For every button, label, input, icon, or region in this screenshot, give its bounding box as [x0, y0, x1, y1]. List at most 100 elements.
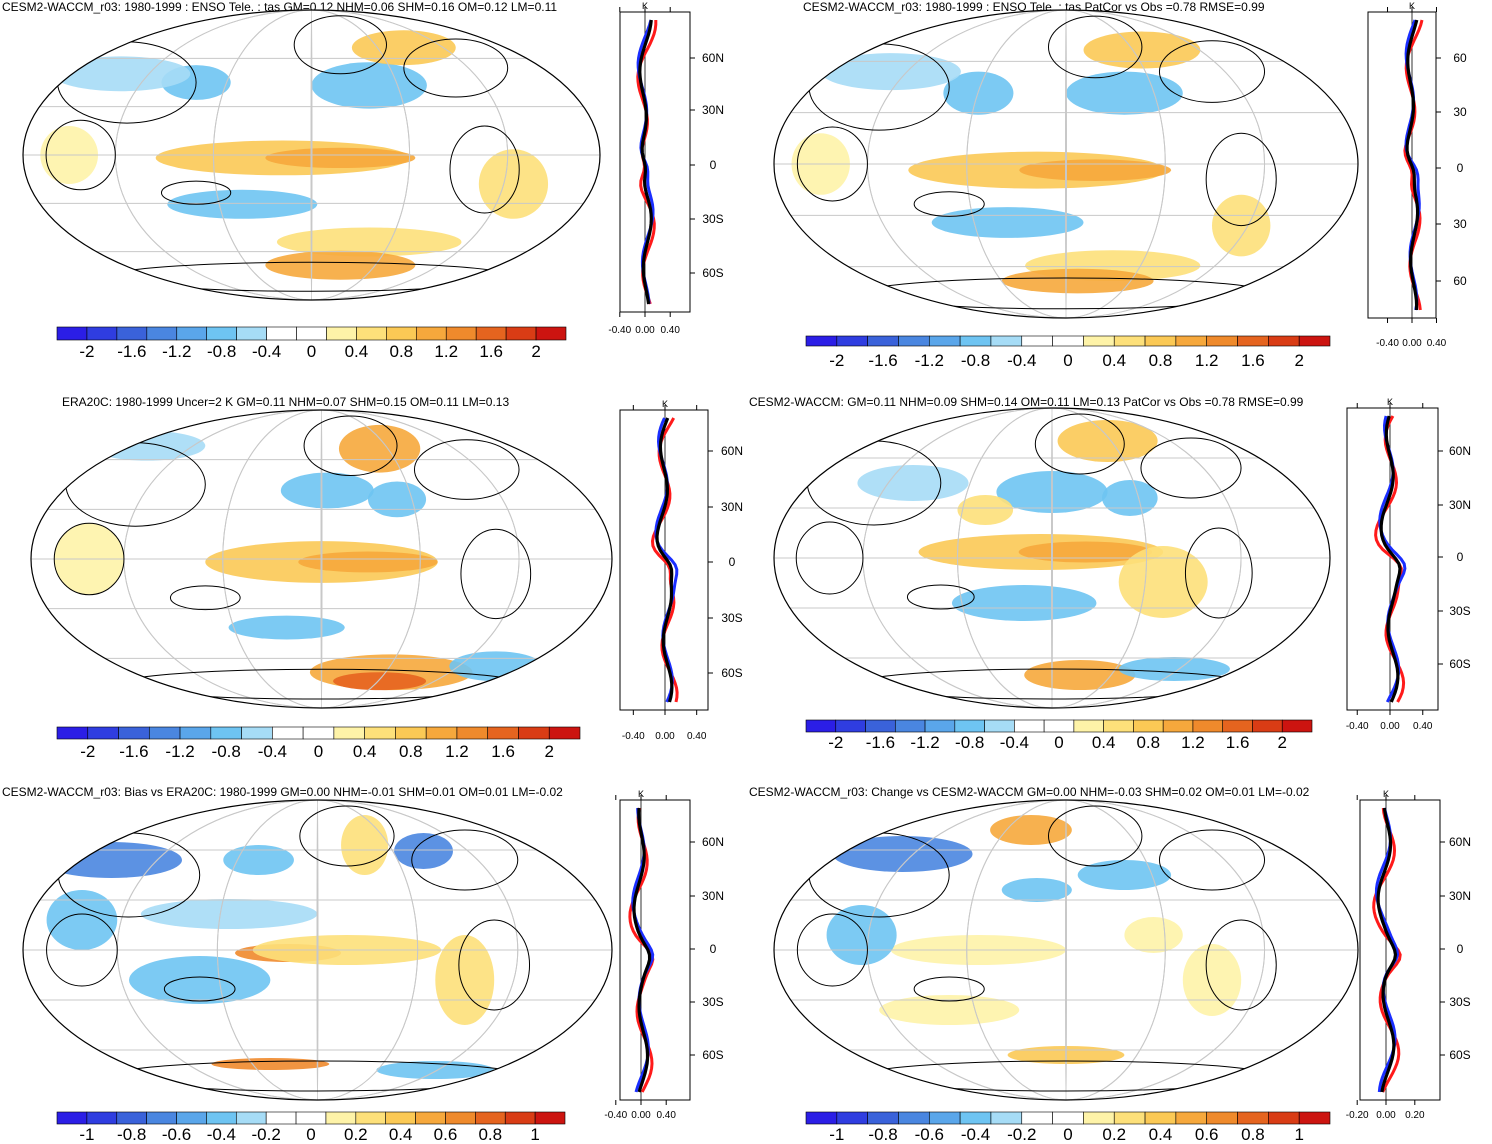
- profile-frame: [1359, 799, 1441, 1101]
- profile-x-tick-label: 0.40: [1413, 721, 1433, 732]
- profile-lat-label: 0: [710, 942, 717, 956]
- colorbar-swatch: [504, 1111, 536, 1125]
- colorbar-swatch: [116, 326, 148, 341]
- colorbar-swatch: [56, 326, 88, 341]
- colorbar-swatch: [364, 726, 396, 740]
- map-border: [22, 9, 601, 301]
- colorbar-tick-label: 0.4: [389, 1125, 413, 1144]
- colorbar-swatch: [325, 1111, 357, 1125]
- colorbar-swatch: [1021, 335, 1053, 347]
- coastline: [169, 585, 241, 611]
- anomaly-patch: [832, 836, 973, 872]
- anomaly-patch: [167, 189, 318, 219]
- profile-lat-label: 0: [1457, 161, 1464, 175]
- profile-curve: [650, 417, 679, 703]
- colorbar-tick-label: -0.4: [252, 342, 281, 361]
- panel-title: CESM2-WACCM_r03: 1980-1999 : ENSO Tele. …: [803, 0, 1265, 14]
- map-border: [773, 799, 1359, 1101]
- colorbar-swatch: [176, 326, 208, 341]
- colorbar-swatch: [1298, 335, 1331, 347]
- map-border: [773, 407, 1331, 709]
- colorbar-swatch: [236, 326, 267, 341]
- colorbar-tick-label: 0: [1063, 351, 1072, 370]
- coastline: [413, 439, 520, 500]
- colorbar-swatch: [954, 719, 985, 733]
- coastline: [1158, 40, 1266, 103]
- colorbar-tick-label: 0.2: [1102, 1125, 1126, 1144]
- anomaly-patch: [129, 956, 271, 1004]
- anomaly-patch: [857, 465, 969, 501]
- coastline: [46, 913, 118, 987]
- colorbar-swatch: [386, 326, 417, 341]
- longitude-gridline: [966, 800, 1166, 1100]
- colorbar-swatch: [1281, 719, 1313, 733]
- colorbar-swatch: [56, 726, 89, 740]
- anomaly-patch: [1066, 71, 1183, 115]
- coastline: [303, 415, 398, 477]
- profile-lat-label: 60N: [1449, 835, 1471, 849]
- colorbar-swatch: [206, 1111, 237, 1125]
- coastline: [53, 522, 125, 596]
- profile-x-tick-label: -0.40: [1376, 338, 1399, 349]
- colorbar-tick-label: -0.4: [961, 1125, 990, 1144]
- profile-x-tick-label: 0.20: [1405, 1110, 1425, 1121]
- coastline: [299, 805, 395, 867]
- colorbar-swatch: [146, 1111, 177, 1125]
- colorbar-tick-label: -1.6: [866, 733, 895, 752]
- anomaly-patch: [1182, 944, 1242, 1016]
- anomaly-patch: [394, 833, 453, 869]
- colorbar-tick-label: 1.2: [1181, 733, 1205, 752]
- colorbar-swatch: [1298, 1111, 1331, 1125]
- colorbar-tick-label: -0.4: [1000, 733, 1029, 752]
- coastline: [906, 584, 975, 610]
- colorbar-tick-label: 0.4: [1102, 351, 1126, 370]
- colorbar-tick-label: 2: [531, 342, 540, 361]
- anomaly-patch: [943, 71, 1014, 115]
- profile-lat-label: 30N: [1449, 498, 1471, 512]
- colorbar-tick-label: 0.4: [1149, 1125, 1173, 1144]
- colorbar-tick-label: -0.2: [1007, 1125, 1036, 1144]
- colorbar-swatch: [805, 1111, 838, 1125]
- coastline: [1047, 805, 1143, 867]
- colorbar-tick-label: 0.6: [1195, 1125, 1219, 1144]
- colorbar-swatch: [425, 726, 458, 740]
- map-field: [31, 410, 612, 708]
- anomaly-patch: [879, 995, 1020, 1025]
- map-panel: [22, 799, 613, 1101]
- colorbar-tick-label: -0.4: [207, 1125, 236, 1144]
- coastline: [403, 38, 509, 98]
- colorbar-swatch: [1175, 335, 1208, 347]
- colorbar-tick-label: -0.4: [1007, 351, 1036, 370]
- anomaly-patch: [1057, 420, 1158, 462]
- colorbar-tick-label: 0.6: [434, 1125, 458, 1144]
- colorbar-swatch: [959, 1111, 992, 1125]
- coastline: [795, 521, 864, 595]
- profile-lat-label: 60S: [721, 666, 742, 680]
- colorbar-swatch: [505, 326, 537, 341]
- coastline: [1140, 437, 1242, 499]
- coastline: [293, 15, 388, 75]
- colorbar-swatch: [235, 1111, 267, 1125]
- profile-lat-label: 60S: [702, 266, 723, 280]
- colorbar-tick-label: 0: [1054, 733, 1063, 752]
- colorbar-swatch: [87, 726, 119, 740]
- colorbar-tick-label: 0.4: [1092, 733, 1116, 752]
- profile-lat-label: 30S: [1449, 995, 1470, 1009]
- colorbar-swatch: [1103, 719, 1134, 733]
- colorbar-tick-label: 0.4: [353, 742, 377, 761]
- colorbar-swatch: [1052, 1111, 1084, 1125]
- profile-lat-label: 30S: [1449, 604, 1470, 618]
- colorbar-swatch: [445, 326, 477, 341]
- colorbar-tick-label: 0: [314, 742, 323, 761]
- profile-unit-label: K: [1409, 1, 1415, 11]
- colorbar-swatch: [959, 335, 992, 347]
- profile-x-tick-label: 0.00: [635, 325, 655, 336]
- colorbar-swatch: [1113, 1111, 1146, 1125]
- map-panel: [22, 9, 601, 301]
- longitude-gridline: [320, 410, 323, 708]
- profile-lat-label: 60N: [702, 835, 724, 849]
- profile-lat-label: 30N: [721, 500, 743, 514]
- anomaly-patch: [990, 815, 1072, 845]
- colorbar-tick-label: -0.8: [955, 733, 984, 752]
- colorbar-swatch: [179, 726, 212, 740]
